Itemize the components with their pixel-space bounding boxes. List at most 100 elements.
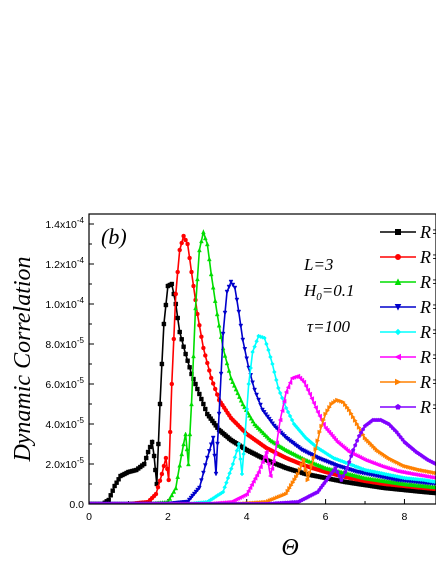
- data-point: [277, 417, 283, 423]
- y-tick-label-exponent: -5: [77, 336, 85, 345]
- data-point: [236, 309, 242, 315]
- y-tick-label-base: 8.0x10: [45, 339, 77, 351]
- data-point: [156, 441, 161, 447]
- y-tick-label-base: 6.0x10: [45, 379, 77, 391]
- data-point: [349, 453, 354, 458]
- data-point: [281, 398, 287, 404]
- legend-marker: [395, 229, 401, 235]
- data-point: [269, 466, 275, 472]
- data-point: [262, 454, 267, 460]
- data-point: [341, 473, 346, 478]
- data-point: [153, 491, 159, 497]
- data-point: [319, 423, 325, 429]
- data-point: [337, 473, 342, 478]
- data-point: [265, 414, 270, 420]
- x-axis-title: Θ: [281, 535, 298, 561]
- data-point: [149, 439, 155, 445]
- data-point: [216, 322, 222, 328]
- data-point: [169, 492, 175, 498]
- data-point: [202, 463, 208, 468]
- data-point: [222, 485, 227, 490]
- data-point: [305, 477, 311, 483]
- data-point: [155, 485, 161, 490]
- legend-label: R=: [419, 297, 436, 317]
- data-point: [295, 471, 301, 477]
- y-tick-label-exponent: -5: [77, 456, 85, 465]
- data-point: [295, 373, 301, 379]
- data-point: [250, 380, 255, 386]
- data-point: [201, 229, 206, 235]
- data-point: [244, 491, 249, 497]
- legend-label: R=: [419, 397, 436, 417]
- data-point: [212, 386, 218, 392]
- data-point: [246, 381, 251, 387]
- data-point: [208, 271, 214, 277]
- data-point: [394, 429, 399, 434]
- data-point: [400, 437, 405, 442]
- data-point: [205, 360, 210, 366]
- data-point: [239, 471, 245, 477]
- legend-marker: [394, 304, 402, 311]
- data-point: [356, 425, 362, 430]
- data-point: [311, 455, 317, 461]
- data-point: [171, 489, 177, 494]
- data-point: [247, 412, 252, 418]
- data-point: [353, 443, 358, 448]
- data-point: [212, 298, 218, 303]
- data-point: [184, 446, 190, 452]
- data-point: [197, 485, 202, 491]
- data-point: [260, 407, 265, 413]
- data-point: [167, 429, 173, 435]
- data-point: [265, 461, 271, 467]
- legend-marker: [394, 353, 401, 361]
- y-axis-ticks: 0.02.0x10-54.0x10-56.0x10-58.0x10-51.0x1…: [45, 216, 94, 511]
- series-layer: [89, 228, 436, 504]
- annotation-h0-value: =0.1: [322, 281, 355, 300]
- data-point: [326, 429, 332, 435]
- data-point: [163, 455, 169, 461]
- data-point: [315, 409, 320, 415]
- data-point: [263, 412, 269, 418]
- data-point: [183, 351, 188, 357]
- data-point: [177, 247, 182, 253]
- data-point: [224, 480, 229, 485]
- y-tick-label-exponent: -5: [77, 416, 85, 425]
- data-point: [108, 493, 113, 498]
- series-line: [89, 282, 436, 504]
- data-point: [157, 478, 163, 483]
- data-point: [224, 360, 230, 366]
- data-point: [263, 449, 269, 455]
- y-tick-label-exponent: -5: [77, 376, 85, 385]
- data-point: [203, 406, 208, 412]
- data-point: [268, 354, 273, 360]
- data-point: [354, 438, 360, 443]
- data-point: [329, 433, 335, 439]
- data-point: [266, 347, 271, 353]
- data-point: [173, 291, 179, 297]
- y-tick-label: 1.2x10-4: [45, 256, 84, 271]
- data-point: [227, 471, 232, 476]
- y-axis-title: Dynamic Correlation: [10, 256, 36, 462]
- data-point: [299, 462, 305, 468]
- data-point: [254, 392, 259, 398]
- data-point: [195, 311, 200, 317]
- data-point: [325, 408, 331, 414]
- y-tick-label-base: 4.0x10: [45, 419, 77, 431]
- data-point: [347, 407, 352, 413]
- data-point: [228, 375, 234, 381]
- data-point: [249, 482, 255, 487]
- data-point: [204, 455, 210, 461]
- data-point: [242, 347, 248, 352]
- data-point: [189, 269, 194, 275]
- data-point: [252, 475, 258, 481]
- data-point: [228, 279, 234, 285]
- legend-item-1: R=: [380, 222, 436, 242]
- x-tick-label: 0: [86, 511, 92, 523]
- data-point: [307, 391, 312, 397]
- y-tick-label: 8.0x10-5: [45, 336, 84, 351]
- data-point: [208, 442, 214, 448]
- data-point: [266, 416, 272, 422]
- data-point: [185, 358, 190, 363]
- legend-label: R=: [419, 322, 436, 342]
